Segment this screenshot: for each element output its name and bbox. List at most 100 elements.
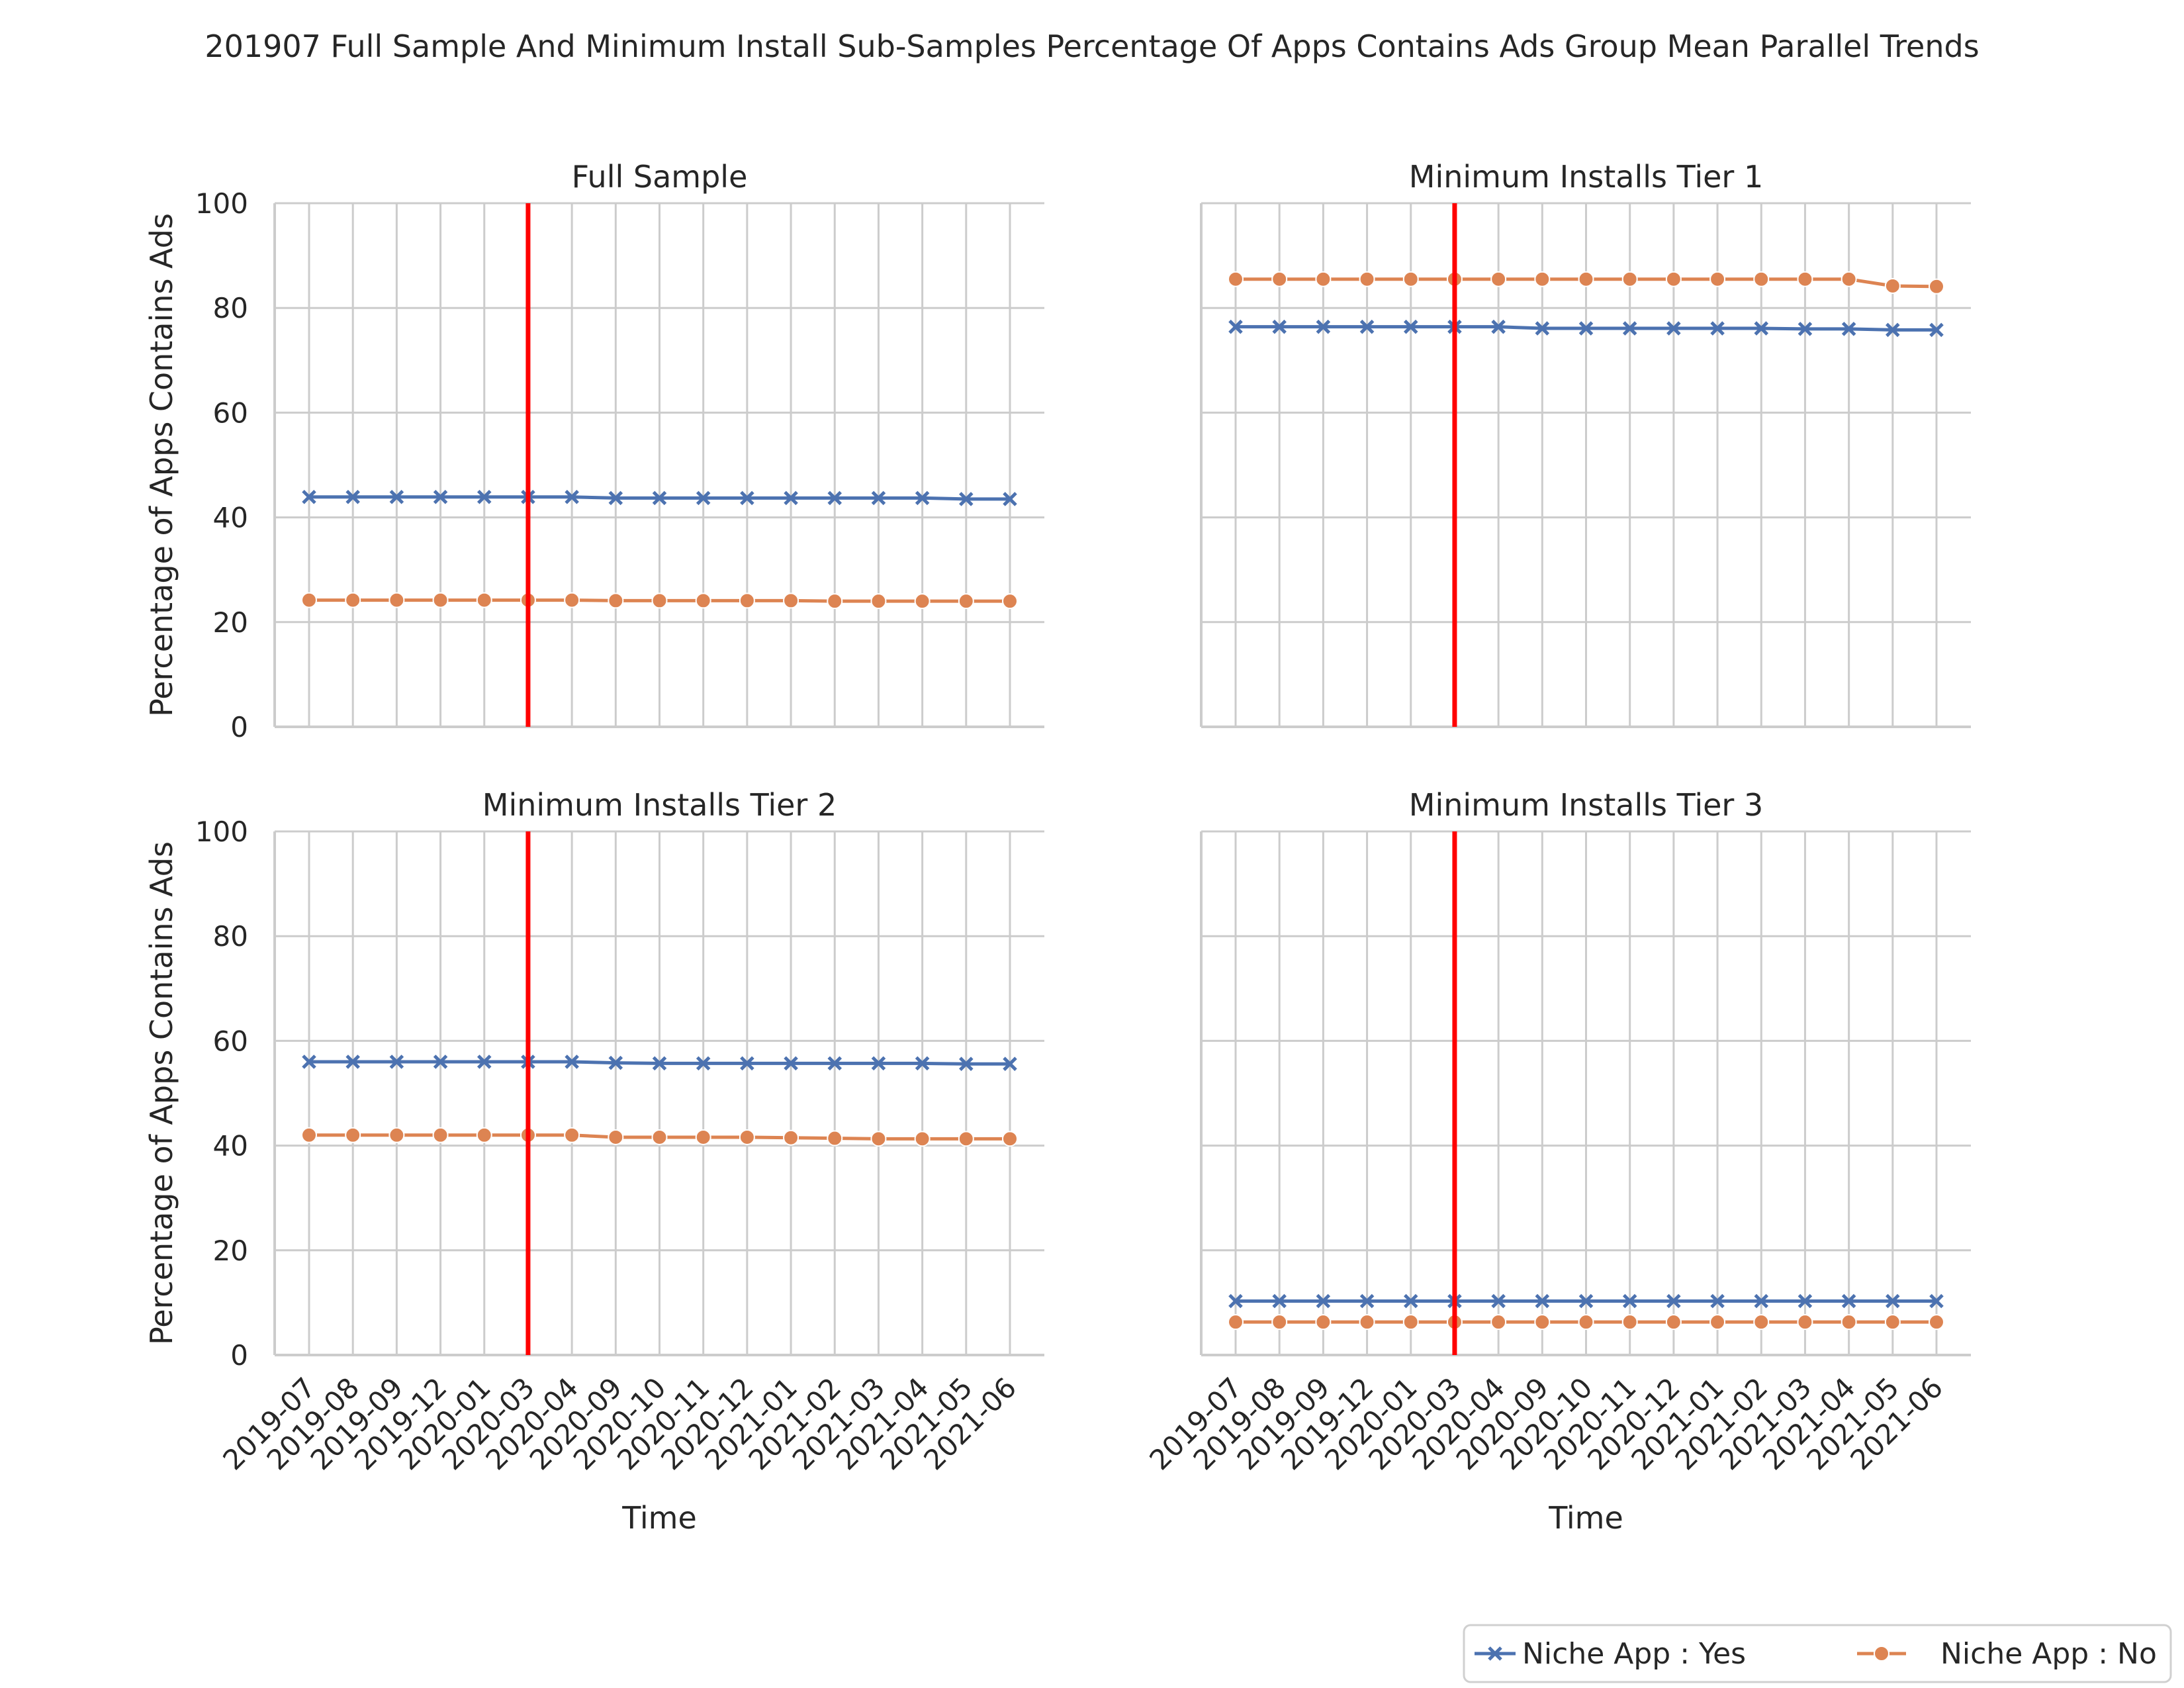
data-point-marker <box>827 1056 842 1071</box>
data-point-marker <box>695 1129 711 1145</box>
data-point-marker <box>433 489 448 504</box>
y-tick-label: 60 <box>213 1025 248 1057</box>
data-point-marker <box>608 491 623 506</box>
data-point-marker <box>1002 593 1018 610</box>
data-point-marker <box>1665 271 1682 287</box>
panel-3: Minimum Installs Tier 2 0 20 40 60 80 100 Perce… <box>144 787 1044 1536</box>
data-point-marker <box>914 1131 931 1147</box>
legend-label-niche_yes: Niche App : Yes <box>1522 1637 1746 1671</box>
legend-marker-x <box>1488 1646 1502 1661</box>
data-point-marker <box>302 489 316 504</box>
data-point-marker <box>477 489 492 504</box>
data-point-marker <box>564 1127 580 1143</box>
data-point-marker <box>1622 1293 1637 1309</box>
data-point-marker <box>345 489 360 504</box>
data-point-marker <box>1753 1314 1770 1331</box>
data-point-marker <box>740 1056 754 1071</box>
panel-title: Minimum Installs Tier 2 <box>482 787 837 823</box>
data-point-marker <box>345 1055 360 1069</box>
y-tick-label: 80 <box>213 292 248 324</box>
data-point-marker <box>958 1131 974 1147</box>
data-point-marker <box>1491 319 1506 334</box>
data-point-marker <box>1002 1131 1018 1147</box>
data-point-marker <box>827 1130 843 1147</box>
data-point-marker <box>1272 1293 1287 1309</box>
y-tick-label: 80 <box>213 920 248 953</box>
data-point-marker <box>1578 321 1594 336</box>
legend-box <box>1463 1624 2172 1683</box>
data-point-marker <box>1228 271 1244 287</box>
data-point-marker <box>1315 1314 1332 1331</box>
data-point-marker <box>827 593 843 610</box>
data-point-marker <box>1665 1314 1682 1331</box>
data-point-marker <box>1403 1293 1418 1309</box>
data-point-marker <box>301 1127 317 1143</box>
data-point-marker <box>1841 322 1856 336</box>
legend-label-niche_no: Niche App : No <box>1940 1637 2157 1671</box>
data-point-marker <box>1228 1293 1243 1309</box>
data-point-marker <box>1753 271 1770 287</box>
y-tick-label: 100 <box>195 816 248 848</box>
y-tick-label: 100 <box>195 187 248 220</box>
data-point-marker <box>565 489 579 504</box>
data-point-marker <box>1886 1293 1900 1309</box>
y-axis-label: Percentage of Apps Contains Ads <box>144 841 179 1345</box>
data-point-marker <box>476 592 492 608</box>
data-point-marker <box>1621 271 1638 287</box>
data-point-marker <box>1003 492 1017 506</box>
data-point-marker <box>1491 1293 1506 1309</box>
data-point-marker <box>1534 271 1551 287</box>
data-point-marker <box>1929 322 1944 338</box>
data-point-marker <box>783 1129 799 1146</box>
data-point-marker <box>432 1127 449 1143</box>
data-point-marker <box>914 593 931 610</box>
data-point-marker <box>1359 1314 1375 1331</box>
x-axis-label: Time <box>1548 1500 1623 1536</box>
data-point-marker <box>564 592 580 608</box>
y-tick-label: 20 <box>213 606 248 639</box>
panel-title: Minimum Installs Tier 1 <box>1409 159 1763 195</box>
data-point-marker <box>870 1131 887 1147</box>
data-point-marker <box>1271 271 1288 287</box>
data-point-marker <box>915 1056 930 1071</box>
data-point-marker <box>695 592 711 609</box>
data-point-marker <box>1578 1293 1594 1309</box>
data-point-marker <box>1316 319 1331 334</box>
data-point-marker <box>1884 1314 1901 1331</box>
data-point-marker <box>652 1056 667 1071</box>
data-point-marker <box>1797 1293 1813 1309</box>
data-point-marker <box>608 1055 623 1070</box>
data-point-marker <box>827 491 842 506</box>
data-point-marker <box>1929 278 1944 295</box>
data-point-marker <box>477 1055 492 1069</box>
data-point-marker <box>345 592 361 608</box>
data-point-marker <box>345 1127 361 1143</box>
data-point-marker <box>1402 271 1419 287</box>
data-point-marker <box>871 491 886 506</box>
data-point-marker <box>1403 319 1418 334</box>
data-point-marker <box>1578 1314 1594 1331</box>
data-point-marker <box>1228 319 1243 334</box>
data-point-marker <box>739 592 755 609</box>
y-axis-label: Percentage of Apps Contains Ads <box>144 213 179 717</box>
data-point-marker <box>389 1055 404 1069</box>
data-point-marker <box>1622 321 1637 336</box>
data-point-marker <box>1271 1314 1288 1331</box>
data-point-marker <box>784 1056 798 1071</box>
data-point-marker <box>651 1129 668 1145</box>
data-point-marker <box>1841 271 1857 287</box>
data-point-marker <box>1272 319 1287 334</box>
data-point-marker <box>784 491 798 506</box>
data-point-marker <box>1709 1314 1726 1331</box>
data-point-marker <box>871 1056 886 1071</box>
data-point-marker <box>1666 1293 1681 1309</box>
data-point-marker <box>388 1127 405 1143</box>
y-tick-label: 20 <box>213 1235 248 1267</box>
data-point-marker <box>565 1055 579 1069</box>
data-point-marker <box>959 1056 974 1071</box>
data-point-marker <box>1003 1056 1017 1071</box>
data-point-marker <box>1886 322 1900 338</box>
data-point-marker <box>915 491 930 506</box>
y-tick-label: 40 <box>213 502 248 534</box>
data-point-marker <box>1884 277 1901 294</box>
